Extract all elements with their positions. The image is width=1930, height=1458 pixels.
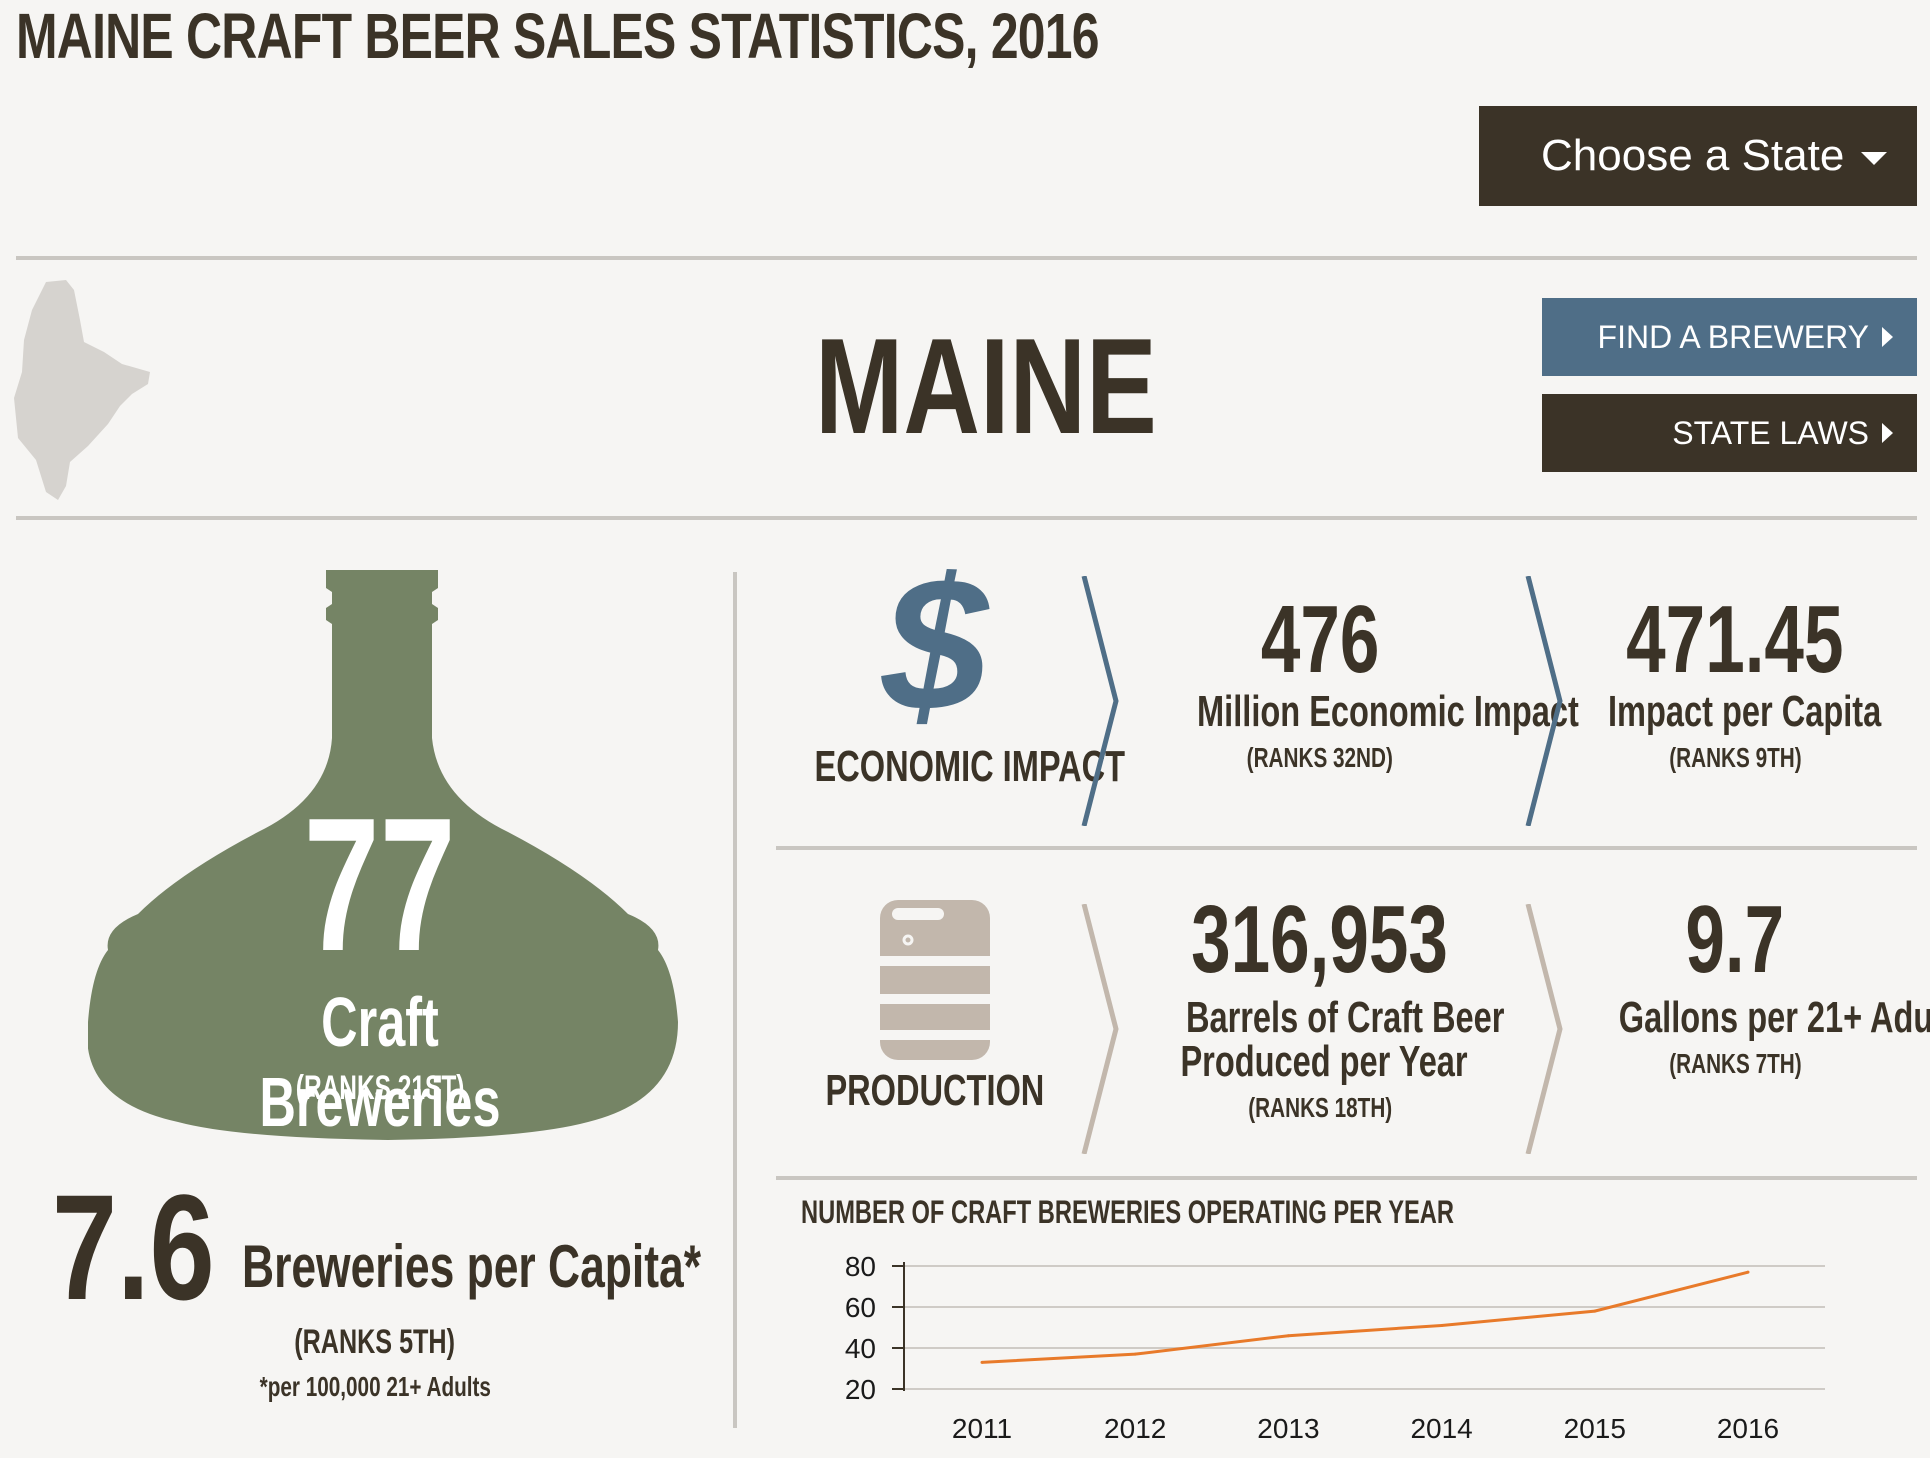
barrels-desc-line1: Barrels of Craft Beer xyxy=(1185,993,1505,1042)
breweries-label: Craft Breweries xyxy=(259,983,501,1141)
brew-kettle-icon xyxy=(88,570,678,1140)
barrels-desc-line2: Produced per Year xyxy=(1180,1037,1468,1086)
chart-x-tick-label: 2011 xyxy=(952,1413,1012,1444)
impact-per-capita: 471.45 Impact per Capita (RANKS 9TH) xyxy=(1560,590,1910,776)
find-brewery-button[interactable]: FIND A BREWERY xyxy=(1542,298,1917,376)
column-divider xyxy=(733,572,737,1428)
chart-x-tick-label: 2012 xyxy=(1104,1413,1166,1444)
gallons-rank: (RANKS 7TH) xyxy=(1668,1048,1802,1079)
chart-data-point xyxy=(1593,1309,1597,1313)
gallons-per-adult: 9.7 Gallons per 21+ Adult (RANKS 7TH) xyxy=(1560,886,1930,1082)
caret-down-icon xyxy=(1861,152,1887,165)
chart-series-line xyxy=(981,1270,1749,1364)
breweries-rank: (RANKS 21ST) xyxy=(295,1069,465,1107)
chart-y-tick-label: 60 xyxy=(845,1292,876,1323)
economic-impact-total: 476 Million Economic Impact (RANKS 32ND) xyxy=(1130,586,1579,776)
divider-top xyxy=(16,256,1917,260)
choose-state-dropdown[interactable]: Choose a State xyxy=(1479,106,1917,206)
chart-y-tick-label: 80 xyxy=(845,1251,876,1282)
chart-data-point xyxy=(1133,1352,1137,1356)
breweries-per-capita-rank: (RANKS 5TH) xyxy=(294,1323,456,1361)
state-name: MAINE xyxy=(815,310,1157,462)
divider-production xyxy=(776,1176,1917,1180)
economic-impact-desc: Million Economic Impact xyxy=(1197,687,1579,736)
divider-impact xyxy=(776,846,1917,850)
chart-x-tick-label: 2016 xyxy=(1717,1413,1779,1444)
chart-data-point xyxy=(1440,1323,1444,1327)
chart-data-point xyxy=(1746,1270,1750,1274)
chart-title: NUMBER OF CRAFT BREWERIES OPERATING PER … xyxy=(801,1194,1454,1230)
chart-x-tick-label: 2013 xyxy=(1257,1413,1319,1444)
chart-data-point xyxy=(980,1360,984,1364)
state-laws-label: STATE LAWS xyxy=(1672,414,1869,451)
choose-state-label: Choose a State xyxy=(1541,131,1845,180)
dollar-icon: $ xyxy=(880,560,990,740)
divider-middle xyxy=(16,516,1917,520)
svg-text:$: $ xyxy=(880,560,990,740)
chart-y-tick-label: 20 xyxy=(845,1374,876,1405)
find-brewery-label: FIND A BREWERY xyxy=(1597,318,1869,355)
chevron-right-icon xyxy=(1081,904,1119,1154)
chevron-right-icon xyxy=(1525,576,1563,826)
chart-y-tick-label: 40 xyxy=(845,1333,876,1364)
barrels-rank: (RANKS 18TH) xyxy=(1248,1092,1392,1123)
chevron-right-icon xyxy=(1525,904,1563,1154)
gallons-desc: Gallons per 21+ Adult xyxy=(1618,993,1930,1042)
economic-impact-value: 476 xyxy=(1260,586,1380,693)
breweries-per-capita-value: 7.6 xyxy=(52,1163,215,1331)
caret-right-icon xyxy=(1882,327,1893,347)
breweries-per-year-chart: 20 40 60 80 2011 2012 2013 2014 2015 2016 xyxy=(845,1251,1825,1444)
impact-per-capita-desc: Impact per Capita xyxy=(1607,687,1882,736)
maine-map-icon xyxy=(14,280,150,500)
economic-impact-label: ECONOMIC IMPACT xyxy=(814,742,1126,791)
breweries-per-capita-note: *per 100,000 21+ Adults xyxy=(259,1371,491,1402)
breweries-count: 77 xyxy=(303,779,457,991)
barrels-produced: 316,953 Barrels of Craft Beer Produced p… xyxy=(1130,890,1510,1126)
chart-x-tick-label: 2014 xyxy=(1410,1413,1472,1444)
impact-per-capita-rank: (RANKS 9TH) xyxy=(1668,742,1802,773)
page-title: MAINE CRAFT BEER SALES STATISTICS, 2016 xyxy=(16,0,1100,72)
impact-per-capita-value: 471.45 xyxy=(1626,586,1844,693)
chart-data-point xyxy=(1286,1334,1290,1338)
caret-right-icon xyxy=(1882,423,1893,443)
keg-icon xyxy=(870,900,1000,1060)
chart-x-tick-label: 2015 xyxy=(1564,1413,1626,1444)
state-laws-button[interactable]: STATE LAWS xyxy=(1542,394,1917,472)
chevron-right-icon xyxy=(1081,576,1119,826)
production-label: PRODUCTION xyxy=(825,1066,1045,1115)
gallons-value: 9.7 xyxy=(1685,886,1785,993)
breweries-per-capita-label: Breweries per Capita* xyxy=(242,1233,702,1300)
economic-impact-rank: (RANKS 32ND) xyxy=(1246,742,1394,773)
barrels-value: 316,953 xyxy=(1191,886,1449,993)
